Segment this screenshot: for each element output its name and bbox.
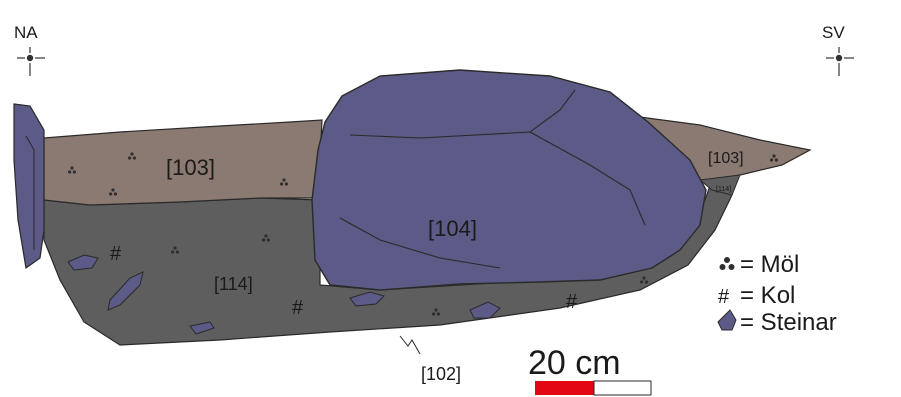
stone-cracks [339,89,646,269]
gravel-icon [262,234,270,242]
scale-bar-white [593,380,652,396]
gravel-icon [109,188,117,196]
layer-114-small [698,174,741,196]
gravel-symbols [68,152,778,316]
legend-item-mol: = Möl [719,251,799,278]
gravel-icon [770,154,778,162]
label-103-right: [103] [708,150,744,167]
legend-label-kol: = Kol [740,282,795,309]
gravel-icon [171,246,179,254]
legend-label-mol: = Möl [740,251,799,278]
legend: = Möl # = Kol = Steinar [717,251,837,336]
compass-right: SV [822,23,854,76]
stone-icon [107,271,144,311]
stone-icon [349,291,385,307]
stone-icon [189,321,215,335]
label-102: [102] [421,364,461,384]
legend-label-steinar: = Steinar [740,309,837,336]
crosshair-icon [826,47,854,76]
gravel-icon [128,152,136,160]
hash-icon: # [566,291,578,313]
gravel-icon [432,308,440,316]
label-103-left: [103] [166,155,215,180]
cut-pointer [399,335,421,355]
stone-icon [469,301,501,319]
stone-drop-icon [717,309,737,331]
gravel-icon [640,276,648,284]
label-114-small: [114] [716,186,731,193]
compass-right-label: SV [822,23,845,42]
edge-stone-crack [25,135,35,250]
small-stones [67,254,501,335]
hash-icon: # [110,243,122,265]
gravel-icon [719,257,735,270]
label-114: [114] [214,274,253,294]
hash-icon: # [292,297,304,319]
label-104: [104] [428,216,477,241]
hash-icon: # [718,286,730,308]
crosshair-icon [17,47,45,76]
compass-left: NA [14,23,45,76]
gravel-icon [68,166,76,174]
stone-icon [67,254,99,271]
stone-104 [311,69,707,291]
charcoal-symbols: # # # [110,243,578,319]
gravel-icon [280,178,288,186]
scale-bar: 20 cm [528,344,652,396]
scale-bar-label: 20 cm [528,344,621,382]
scale-bar-red [535,381,594,395]
compass-left-label: NA [14,23,38,42]
edge-stone [13,103,45,270]
legend-item-kol: # = Kol [718,282,795,309]
legend-item-steinar: = Steinar [717,309,837,336]
